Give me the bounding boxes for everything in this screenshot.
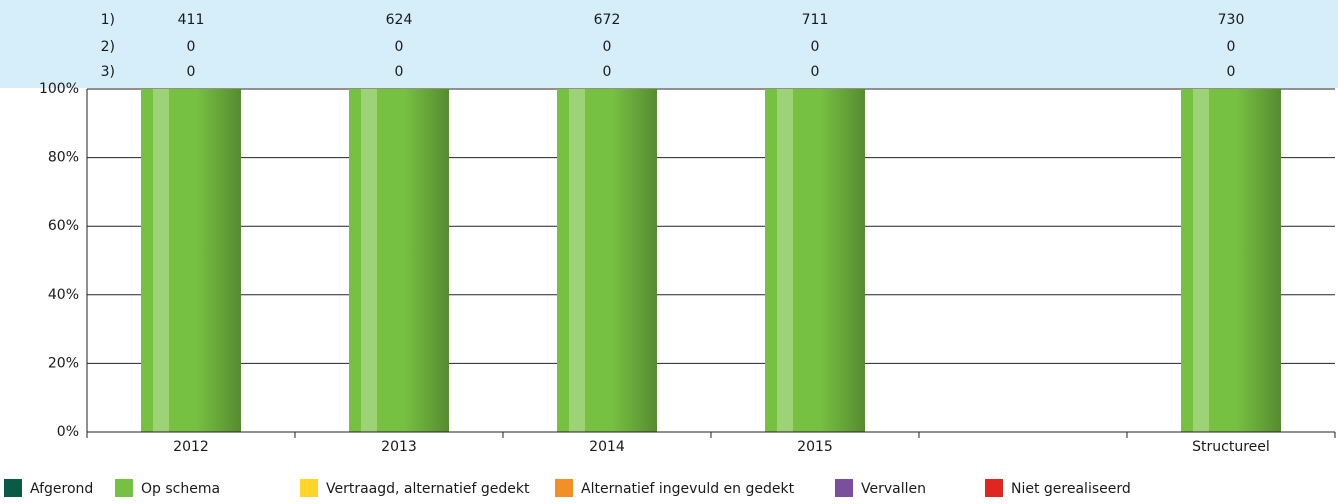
- bar-shading: [557, 89, 657, 432]
- y-tick-label: 100%: [39, 81, 79, 97]
- x-tick-label: 2013: [381, 439, 417, 455]
- y-tick-label: 60%: [48, 218, 79, 234]
- x-tick-label: 2015: [797, 439, 833, 455]
- row-label: 3): [101, 64, 115, 80]
- row-value: 0: [811, 64, 820, 80]
- legend-label: Vertraagd, alternatief gedekt: [326, 481, 530, 497]
- table-band: [0, 0, 1338, 88]
- y-tick-label: 0%: [57, 424, 79, 440]
- row-value: 672: [594, 12, 621, 28]
- legend-label: Op schema: [141, 481, 220, 497]
- legend-swatch: [985, 479, 1003, 497]
- legend-label: Afgerond: [30, 481, 93, 497]
- legend-swatch: [835, 479, 853, 497]
- row-label: 2): [101, 39, 115, 55]
- legend-label: Vervallen: [861, 481, 926, 497]
- row-value: 0: [187, 39, 196, 55]
- row-value: 0: [603, 39, 612, 55]
- bar-shading: [1181, 89, 1281, 432]
- row-value: 730: [1218, 12, 1245, 28]
- x-tick-label: 2014: [589, 439, 625, 455]
- bar-shading: [349, 89, 449, 432]
- legend-label: Niet gerealiseerd: [1011, 481, 1131, 497]
- row-value: 0: [811, 39, 820, 55]
- legend-label: Alternatief ingevuld en gedekt: [581, 481, 795, 497]
- legend-swatch: [4, 479, 22, 497]
- legend-swatch: [555, 479, 573, 497]
- row-value: 0: [1227, 64, 1236, 80]
- y-tick-label: 40%: [48, 287, 79, 303]
- row-value: 711: [802, 12, 829, 28]
- row-value: 0: [395, 64, 404, 80]
- row-value: 624: [386, 12, 413, 28]
- bar-shading: [765, 89, 865, 432]
- legend-swatch: [300, 479, 318, 497]
- row-value: 0: [395, 39, 404, 55]
- row-value: 0: [1227, 39, 1236, 55]
- x-tick-label: Structureel: [1192, 439, 1270, 455]
- legend-swatch: [115, 479, 133, 497]
- row-label: 1): [101, 12, 115, 28]
- row-value: 411: [178, 12, 205, 28]
- row-value: 0: [187, 64, 196, 80]
- row-value: 0: [603, 64, 612, 80]
- y-tick-label: 80%: [48, 150, 79, 166]
- y-tick-label: 20%: [48, 355, 79, 371]
- bar-shading: [141, 89, 241, 432]
- x-tick-label: 2012: [173, 439, 209, 455]
